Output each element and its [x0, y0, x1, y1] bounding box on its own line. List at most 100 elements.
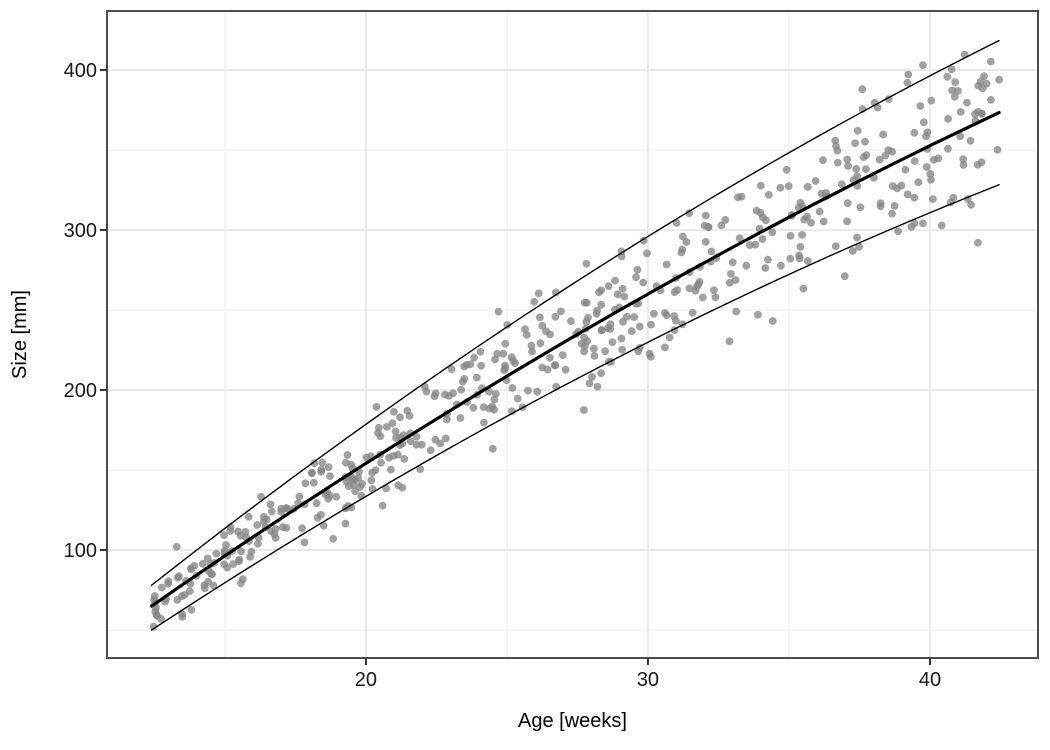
data-point [852, 165, 861, 173]
fit-line [149, 111, 1001, 608]
data-point [472, 373, 481, 382]
data-point [919, 219, 927, 228]
data-point [378, 501, 387, 510]
data-point [691, 286, 700, 295]
data-point [150, 592, 159, 600]
data-point [848, 247, 857, 255]
data-point [558, 351, 567, 359]
data-point [819, 156, 827, 165]
data-point [460, 362, 469, 371]
data-point [590, 344, 598, 353]
data-point [534, 289, 543, 298]
data-point [795, 254, 804, 263]
data-point [910, 157, 919, 165]
data-point [888, 182, 897, 190]
data-point [731, 276, 740, 284]
data-point [903, 190, 912, 199]
data-point [580, 342, 589, 350]
data-point [959, 161, 968, 169]
data-point [332, 492, 341, 501]
data-point [597, 300, 606, 309]
data-point [643, 249, 651, 258]
data-point [978, 84, 987, 93]
data-point [856, 203, 865, 212]
scatter-points [149, 50, 1004, 631]
data-point [954, 87, 962, 95]
data-point [944, 144, 952, 153]
data-point [604, 324, 612, 333]
data-point [457, 385, 466, 394]
data-point [798, 231, 806, 239]
data-point [977, 109, 986, 118]
data-point [762, 216, 770, 225]
x-tick-label: 20 [355, 669, 377, 691]
data-point [597, 369, 605, 378]
data-point [387, 465, 395, 474]
data-point [177, 592, 186, 600]
data-point [394, 481, 403, 490]
data-point [831, 242, 840, 251]
data-point [617, 247, 626, 256]
data-point [488, 444, 497, 453]
grid-major [107, 11, 1038, 658]
data-point [799, 284, 808, 293]
data-point [282, 504, 291, 512]
data-point [329, 534, 338, 543]
data-point [910, 128, 919, 137]
data-point [639, 278, 648, 287]
data-point [916, 102, 925, 110]
data-point [754, 310, 762, 319]
data-point [811, 177, 820, 185]
data-point [308, 468, 316, 477]
data-point [735, 234, 744, 243]
data-point [853, 233, 861, 242]
data-point [300, 538, 309, 547]
data-point [203, 554, 212, 563]
data-point [392, 434, 400, 442]
data-point [943, 72, 952, 81]
data-point [460, 375, 469, 383]
data-point [152, 610, 161, 619]
data-point [480, 418, 488, 427]
data-point [786, 232, 795, 240]
data-point [377, 458, 385, 467]
data-point [390, 407, 398, 416]
data-point [422, 387, 431, 396]
data-point [620, 292, 629, 301]
fit-line-path [149, 111, 1001, 608]
data-point [803, 212, 811, 221]
data-point [374, 423, 383, 432]
data-point [876, 199, 885, 208]
data-point [443, 415, 451, 424]
data-point [756, 208, 765, 217]
data-point [843, 155, 852, 164]
data-point [388, 419, 397, 428]
data-point [963, 98, 971, 107]
data-point [187, 565, 196, 574]
data-point [511, 359, 519, 368]
data-point [476, 347, 485, 356]
data-point [593, 306, 601, 315]
data-point [324, 494, 333, 503]
data-point [318, 458, 327, 467]
data-point [777, 261, 785, 270]
data-point [382, 423, 391, 431]
data-point [412, 440, 421, 449]
data-point [647, 320, 655, 329]
data-point [367, 476, 376, 485]
data-point [764, 255, 772, 264]
data-point [853, 126, 862, 135]
data-point [618, 284, 627, 293]
data-point [546, 353, 554, 362]
data-point [843, 199, 852, 208]
data-point [530, 297, 539, 306]
data-point [995, 75, 1004, 84]
data-point [698, 293, 707, 302]
data-point [923, 128, 932, 137]
data-point [822, 189, 830, 197]
data-point [973, 160, 982, 169]
data-point [904, 70, 913, 79]
data-point [466, 360, 475, 369]
data-point [204, 577, 213, 586]
data-point [662, 311, 671, 320]
